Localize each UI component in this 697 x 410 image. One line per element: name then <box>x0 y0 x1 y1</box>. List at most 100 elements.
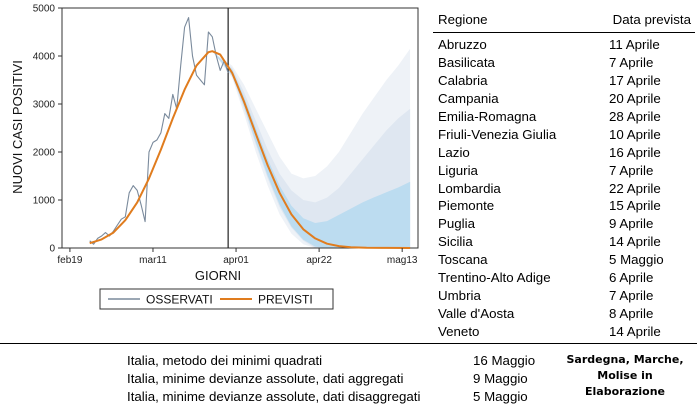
legend-box <box>99 288 334 310</box>
y-tick-label: 0 <box>49 244 55 255</box>
table-row: Valle d'Aosta 8 Aprile <box>433 304 695 322</box>
region-name: Sicilia <box>438 234 473 250</box>
note-line: Elaborazione <box>584 385 665 398</box>
forecast-date: 22 Aprile <box>609 180 661 196</box>
forecast-date: 15 Aprile <box>609 198 661 214</box>
table-body: Abruzzo 11 Aprile Basilicata 7 Aprile Calabr… <box>433 36 695 340</box>
x-tick-label: mag13 <box>387 255 418 266</box>
method-row: Italia, minime devianze assolute, dati d… <box>127 387 547 405</box>
method-row: Italia, minime devianze assolute, dati a… <box>127 369 547 387</box>
y-tick-label: 5000 <box>33 4 56 15</box>
method-label: Italia, minime devianze assolute, dati a… <box>127 370 404 386</box>
header-date: Data prevista <box>612 11 691 27</box>
forecast-date: 7 Aprile <box>609 287 654 303</box>
region-name: Campania <box>438 91 499 107</box>
confidence-bands <box>212 48 411 249</box>
x-tick-label: apr22 <box>306 255 332 266</box>
region-name: Valle d'Aosta <box>438 305 515 321</box>
region-name: Calabria <box>438 73 488 89</box>
method-label: Italia, minime devianze assolute, dati d… <box>127 388 421 404</box>
table-row: Sicilia 14 Aprile <box>433 233 695 251</box>
series-line-previsti <box>89 50 411 249</box>
section-divider <box>0 343 697 344</box>
region-name: Liguria <box>438 162 478 178</box>
forecast-date: 9 Aprile <box>609 216 654 232</box>
forecast-date: 17 Aprile <box>609 73 661 89</box>
y-tick-label: 4000 <box>33 52 56 63</box>
header-region: Regione <box>438 11 488 27</box>
region-name: Piemonte <box>438 198 495 214</box>
forecast-date: 8 Aprile <box>609 305 654 321</box>
forecast-date: 7 Aprile <box>609 162 654 178</box>
y-axis-label: NUOVI CASI POSITIVI <box>10 60 25 194</box>
table-row: Toscana 5 Maggio <box>433 251 695 269</box>
series-line-osservati <box>89 17 229 245</box>
methods-list: Italia, metodo dei minimi quadrati 16 Ma… <box>127 351 547 405</box>
method-date: 5 Maggio <box>473 388 528 404</box>
table-row: Abruzzo 11 Aprile <box>433 36 695 54</box>
region-name: Lazio <box>438 144 470 160</box>
note-line: Molise in <box>597 369 653 382</box>
band-middle <box>212 51 411 249</box>
forecast-date: 11 Aprile <box>609 37 660 53</box>
table-row: Umbria 7 Aprile <box>433 286 695 304</box>
forecast-date: 6 Aprile <box>609 270 654 286</box>
forecast-chart: 0 1000 2000 3000 4000 5000 feb19 mar11 apr01 apr… <box>10 4 419 310</box>
forecast-date: 10 Aprile <box>609 126 661 142</box>
pending-regions-note: Sardegna, Marche, Molise in Elaborazione <box>556 352 694 400</box>
table-row: Basilicata 7 Aprile <box>433 54 695 72</box>
region-name: Puglia <box>438 216 475 232</box>
plot-frame <box>61 7 419 249</box>
series-lines <box>89 17 411 249</box>
table-row: Trentino-Alto Adige 6 Aprile <box>433 269 695 287</box>
table-header: Regione Data prevista <box>433 8 695 30</box>
region-name: Abruzzo <box>438 37 487 53</box>
y-tick-label: 1000 <box>33 196 56 207</box>
region-name: Trentino-Alto Adige <box>438 270 551 286</box>
note-line: Sardegna, Marche, <box>566 353 684 366</box>
y-tick-label: 3000 <box>33 100 56 111</box>
plot-border <box>61 7 419 249</box>
forecast-date: 14 Aprile <box>609 234 661 250</box>
method-date: 9 Maggio <box>473 370 528 386</box>
method-label: Italia, metodo dei minimi quadrati <box>127 352 323 368</box>
legend-label-previsti: PREVISTI <box>258 293 313 307</box>
region-name: Lombardia <box>438 180 501 196</box>
forecast-date: 5 Maggio <box>609 252 664 268</box>
y-axis: 0 1000 2000 3000 4000 5000 <box>33 4 62 255</box>
region-name: Emilia-Romagna <box>438 109 537 124</box>
table-row: Puglia 9 Aprile <box>433 215 695 233</box>
region-name: Friuli-Venezia Giulia <box>438 126 557 142</box>
x-tick-label: mar11 <box>139 255 167 266</box>
legend: OSSERVATI PREVISTI <box>99 288 334 310</box>
x-axis: feb19 mar11 apr01 apr22 mag13 <box>57 248 418 266</box>
table-row: Emilia-Romagna 28 Aprile <box>433 108 695 126</box>
region-name: Basilicata <box>438 55 495 71</box>
table-row: Campania 20 Aprile <box>433 90 695 108</box>
region-name: Umbria <box>438 287 481 303</box>
forecast-date: 20 Aprile <box>609 91 661 107</box>
x-tick-label: feb19 <box>57 255 82 266</box>
x-axis-label: GIORNI <box>195 268 241 283</box>
table-row: Lombardia 22 Aprile <box>433 179 695 197</box>
table-row: Friuli-Venezia Giulia 10 Aprile <box>433 125 695 143</box>
table-row: Veneto 14 Aprile <box>433 322 695 340</box>
table-divider <box>433 32 695 33</box>
legend-label-osservati: OSSERVATI <box>146 293 213 307</box>
band-inner <box>212 51 411 249</box>
forecast-date: 16 Aprile <box>609 144 661 160</box>
forecast-date: 28 Aprile <box>609 109 661 124</box>
forecast-date: 7 Aprile <box>609 55 654 71</box>
region-forecast-table: Regione Data prevista Abruzzo 11 Aprile Ba… <box>433 8 695 340</box>
region-name: Toscana <box>438 252 488 268</box>
region-name: Veneto <box>438 323 480 339</box>
x-tick-label: apr01 <box>223 255 249 266</box>
table-row: Liguria 7 Aprile <box>433 161 695 179</box>
table-row: Lazio 16 Aprile <box>433 143 695 161</box>
method-row: Italia, metodo dei minimi quadrati 16 Ma… <box>127 351 547 369</box>
method-date: 16 Maggio <box>473 352 536 368</box>
table-row: Calabria 17 Aprile <box>433 72 695 90</box>
table-row: Piemonte 15 Aprile <box>433 197 695 215</box>
forecast-date: 14 Aprile <box>609 323 661 339</box>
y-tick-label: 2000 <box>33 148 56 159</box>
